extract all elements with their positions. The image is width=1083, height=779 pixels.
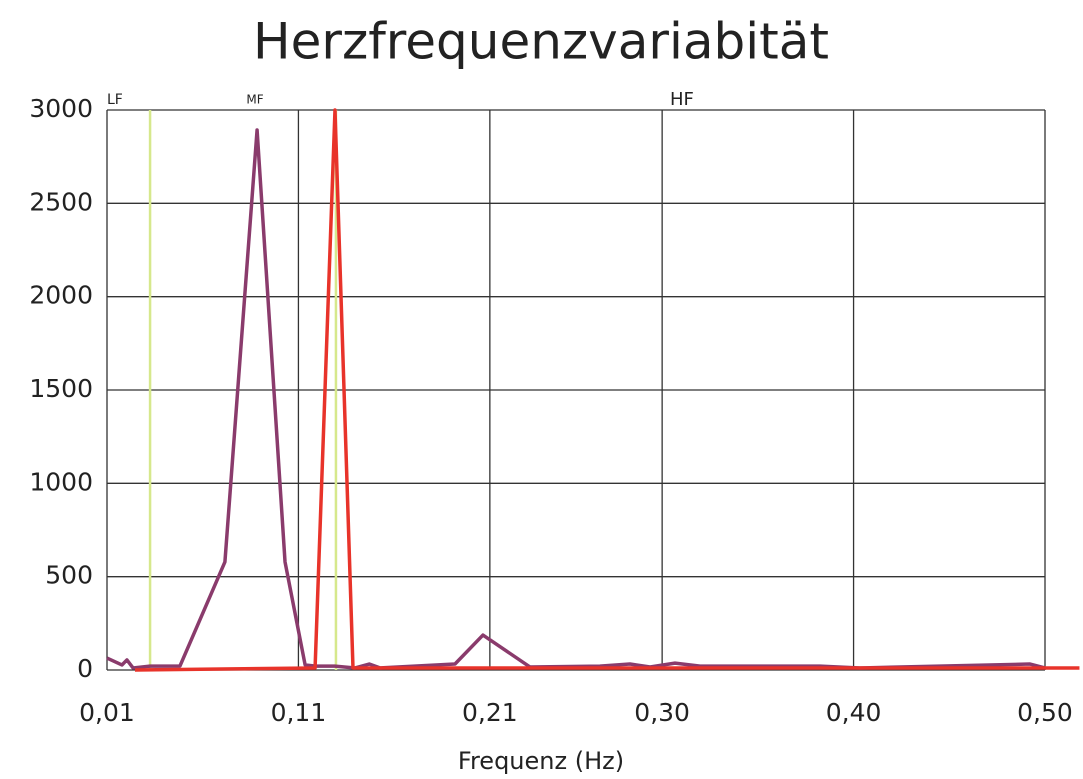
x-tick-label: 0,50	[1017, 698, 1073, 727]
chart-title: Herzfrequenzvariabität	[253, 13, 829, 71]
band-label: LF	[107, 92, 123, 108]
y-tick-label: 2000	[29, 281, 93, 310]
x-tick-label: 0,11	[271, 698, 327, 727]
y-tick-label: 3000	[29, 94, 93, 123]
line-series	[134, 108, 1080, 672]
x-tick-label: 0,21	[462, 698, 518, 727]
x-tick-label: 0,40	[826, 698, 882, 727]
y-tick-label: 0	[77, 654, 93, 683]
x-tick-label: 0,01	[79, 698, 135, 727]
band-label: MF	[246, 93, 263, 107]
x-tick-label: 0,30	[634, 698, 690, 727]
y-tick-label: 1500	[29, 374, 93, 403]
y-tick-label: 500	[45, 561, 93, 590]
y-tick-label: 1000	[29, 467, 93, 496]
x-axis-label: Frequenz (Hz)	[458, 747, 624, 775]
y-tick-label: 2500	[29, 187, 93, 216]
line-series	[106, 128, 1046, 670]
band-label: HF	[670, 89, 694, 110]
